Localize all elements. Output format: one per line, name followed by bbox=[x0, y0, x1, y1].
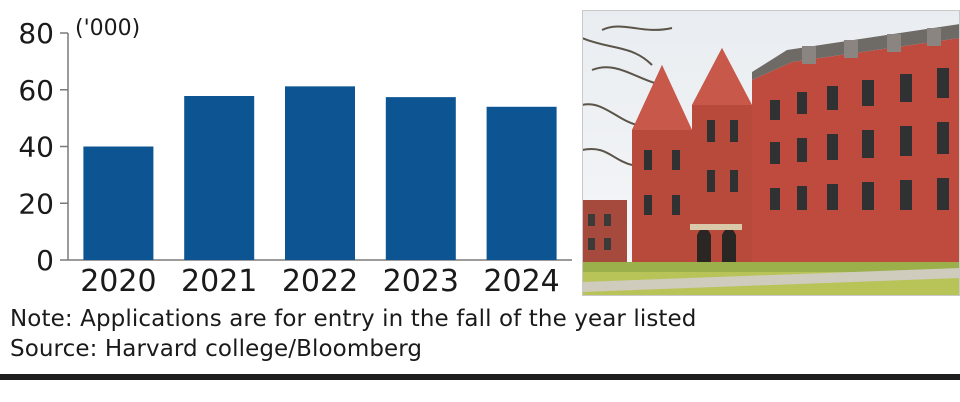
x-tick-label-2023: 2023 bbox=[383, 264, 459, 299]
x-tick-labels: 2020 2021 2022 2023 2024 bbox=[80, 264, 560, 299]
bar-2024 bbox=[486, 106, 557, 261]
y-tick-label: 0 bbox=[36, 244, 54, 277]
red-brick-campus-building-icon bbox=[582, 10, 960, 296]
y-tick-label: 60 bbox=[18, 74, 54, 107]
x-tick-label-2024: 2024 bbox=[483, 264, 559, 299]
bar-chart: 0 20 40 60 80 2020 2021 2022 2023 2024 ('000) bbox=[18, 16, 572, 299]
bottom-rule bbox=[0, 374, 960, 380]
x-tick-label-2021: 2021 bbox=[181, 264, 257, 299]
y-tick-label: 40 bbox=[18, 131, 54, 164]
bar-2023 bbox=[385, 97, 456, 260]
footnote-source: Source: Harvard college/Bloomberg bbox=[10, 336, 423, 362]
footnote-note: Note: Applications are for entry in the … bbox=[10, 306, 697, 332]
campus-building-photo bbox=[582, 10, 960, 296]
chart-bars bbox=[83, 86, 557, 261]
x-tick-label-2022: 2022 bbox=[282, 264, 358, 299]
unit-label: ('000) bbox=[75, 16, 140, 41]
bar-2020 bbox=[83, 146, 154, 260]
y-tick-label: 20 bbox=[18, 187, 54, 220]
y-tick-label: 80 bbox=[18, 17, 54, 50]
y-tick-labels: 0 20 40 60 80 bbox=[18, 17, 54, 277]
bar-2021 bbox=[184, 95, 255, 261]
bar-2022 bbox=[285, 86, 355, 260]
x-tick-label-2020: 2020 bbox=[80, 264, 156, 299]
